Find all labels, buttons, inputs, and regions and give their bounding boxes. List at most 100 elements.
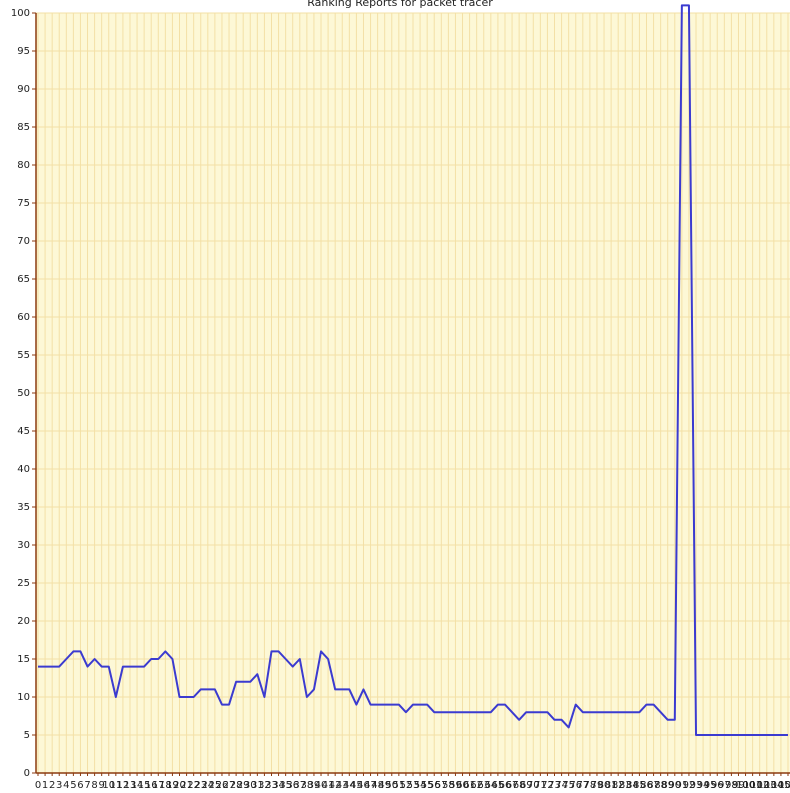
x-tick-label: 36 xyxy=(286,780,299,791)
x-tick-label: 86 xyxy=(640,780,653,791)
x-tick-label: 105 xyxy=(771,780,790,791)
x-tick-label: 26 xyxy=(216,780,229,791)
y-tick-label: 45 xyxy=(17,426,30,437)
x-tick-label: 66 xyxy=(499,780,512,791)
x-tick-label: 83 xyxy=(619,780,632,791)
x-tick-label: 29 xyxy=(237,780,250,791)
x-tick-label: 30 xyxy=(244,780,257,791)
x-tick-label: 98 xyxy=(725,780,738,791)
x-tick-label: 77 xyxy=(576,780,589,791)
y-tick-label: 50 xyxy=(17,388,30,399)
x-tick-label: 93 xyxy=(690,780,703,791)
x-tick-label: 39 xyxy=(308,780,321,791)
x-tick-label: 40 xyxy=(315,780,328,791)
y-tick-label: 5 xyxy=(24,730,30,741)
y-tick-label: 60 xyxy=(17,312,30,323)
x-tick-label: 82 xyxy=(612,780,625,791)
x-tick-label: 27 xyxy=(223,780,236,791)
x-tick-label: 69 xyxy=(520,780,533,791)
y-tick-label: 85 xyxy=(17,122,30,133)
x-tick-label: 80 xyxy=(598,780,611,791)
x-tick-label: 67 xyxy=(506,780,519,791)
x-tick-label: 5 xyxy=(70,780,76,791)
x-tick-label: 68 xyxy=(513,780,526,791)
x-tick-label: 81 xyxy=(605,780,618,791)
x-tick-label: 57 xyxy=(435,780,448,791)
x-tick-label: 106 xyxy=(778,780,790,791)
y-tick-label: 95 xyxy=(17,46,30,57)
x-tick-label: 90 xyxy=(668,780,681,791)
y-tick-label: 70 xyxy=(17,236,30,247)
y-tick-label: 80 xyxy=(17,160,30,171)
x-tick-label: 37 xyxy=(293,780,306,791)
x-tick-label: 60 xyxy=(456,780,469,791)
x-tick-label: 64 xyxy=(484,780,497,791)
x-tick-label: 85 xyxy=(633,780,646,791)
x-tick-label: 7 xyxy=(84,780,90,791)
x-tick-label: 34 xyxy=(272,780,285,791)
x-tick-label: 48 xyxy=(371,780,384,791)
x-tick-label: 45 xyxy=(350,780,363,791)
x-tick-label: 73 xyxy=(548,780,561,791)
x-tick-label: 101 xyxy=(743,780,762,791)
x-tick-label: 89 xyxy=(661,780,674,791)
x-tick-label: 100 xyxy=(736,780,755,791)
x-tick-label: 10 xyxy=(102,780,115,791)
x-tick-label: 52 xyxy=(400,780,413,791)
x-tick-label: 42 xyxy=(329,780,342,791)
x-tick-label: 35 xyxy=(279,780,292,791)
x-tick-label: 19 xyxy=(166,780,179,791)
x-tick-label: 51 xyxy=(392,780,405,791)
x-tick-label: 95 xyxy=(704,780,717,791)
x-tick-label: 18 xyxy=(159,780,172,791)
x-tick-label: 44 xyxy=(343,780,356,791)
y-tick-label: 30 xyxy=(17,540,30,551)
x-tick-label: 24 xyxy=(201,780,214,791)
x-tick-label: 54 xyxy=(414,780,427,791)
x-tick-label: 23 xyxy=(194,780,207,791)
x-tick-label: 20 xyxy=(173,780,186,791)
x-tick-label: 55 xyxy=(421,780,434,791)
x-tick-label: 59 xyxy=(449,780,462,791)
y-tick-label: 20 xyxy=(17,616,30,627)
x-tick-label: 16 xyxy=(145,780,158,791)
y-tick-label: 25 xyxy=(17,578,30,589)
x-tick-label: 15 xyxy=(138,780,151,791)
x-tick-label: 58 xyxy=(442,780,455,791)
y-tick-label: 15 xyxy=(17,654,30,665)
y-tick-label: 40 xyxy=(17,464,30,475)
x-tick-label: 103 xyxy=(757,780,776,791)
x-tick-label: 38 xyxy=(301,780,314,791)
x-tick-label: 79 xyxy=(591,780,604,791)
x-tick-label: 91 xyxy=(676,780,689,791)
x-tick-label: 8 xyxy=(91,780,97,791)
x-tick-label: 2 xyxy=(49,780,55,791)
x-tick-label: 41 xyxy=(322,780,335,791)
x-tick-label: 76 xyxy=(569,780,582,791)
x-tick-label: 17 xyxy=(152,780,165,791)
x-tick-label: 104 xyxy=(764,780,783,791)
x-tick-label: 74 xyxy=(555,780,568,791)
x-tick-label: 4 xyxy=(63,780,69,791)
x-tick-label: 13 xyxy=(124,780,137,791)
x-tick-label: 78 xyxy=(584,780,597,791)
x-tick-label: 53 xyxy=(407,780,420,791)
x-tick-label: 87 xyxy=(647,780,660,791)
x-tick-label: 56 xyxy=(428,780,441,791)
x-tick-label: 75 xyxy=(562,780,575,791)
x-tick-label: 61 xyxy=(463,780,476,791)
y-tick-label: 75 xyxy=(17,198,30,209)
y-tick-label: 55 xyxy=(17,350,30,361)
y-tick-label: 0 xyxy=(24,768,30,779)
x-tick-label: 33 xyxy=(265,780,278,791)
x-tick-label: 96 xyxy=(711,780,724,791)
y-tick-label: 65 xyxy=(17,274,30,285)
x-tick-label: 84 xyxy=(626,780,639,791)
x-tick-label: 97 xyxy=(718,780,731,791)
x-tick-label: 72 xyxy=(541,780,554,791)
x-tick-label: 88 xyxy=(654,780,667,791)
x-tick-label: 47 xyxy=(364,780,377,791)
x-tick-label: 0 xyxy=(35,780,41,791)
x-tick-label: 21 xyxy=(180,780,193,791)
